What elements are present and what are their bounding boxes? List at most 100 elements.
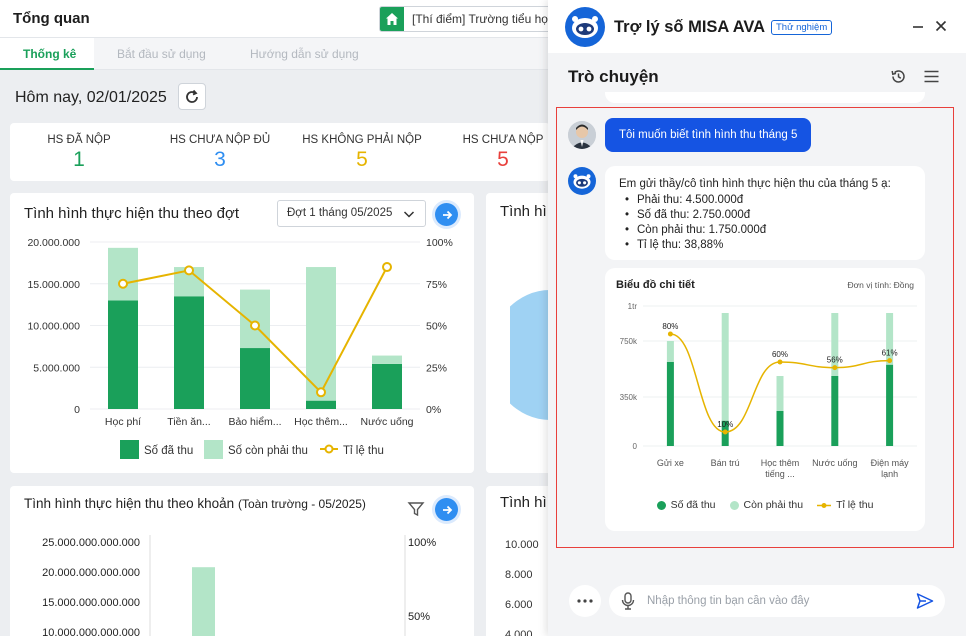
rate-point (382, 262, 392, 273)
legend-label: Còn phải thu (743, 499, 804, 511)
chart-unit: Đơn vị tính: Đồng (847, 280, 914, 290)
next-button[interactable] (435, 498, 458, 521)
school-selector[interactable]: [Thí điểm] Trường tiểu học (379, 6, 579, 32)
stat-value: 3 (214, 148, 226, 171)
history-icon (890, 69, 905, 83)
next-button[interactable] (435, 203, 458, 226)
bot-avatar-icon (568, 167, 596, 195)
legend-item: Tỉ lệ thu (817, 499, 873, 511)
conversation-title: Trò chuyện (568, 67, 659, 86)
bar-collected (174, 296, 204, 409)
legend-label: Tỉ lệ thu (836, 499, 874, 511)
bar-remaining (306, 267, 336, 401)
y-tick-label: 5.000.000 (33, 362, 80, 374)
data-label: 56% (827, 356, 843, 365)
y-tick-label: 1tr (628, 302, 638, 311)
stat-label: HS KHÔNG PHẢI NỘP (302, 134, 422, 146)
collection-by-period-chart: 20.000.000 15.000.000 10.000.000 5.000.000 0… (27, 237, 453, 459)
rate-point (316, 387, 326, 398)
chart-title: Biểu đồ chi tiết (616, 279, 695, 291)
bar-collected (776, 411, 784, 446)
collection-by-item-chart: 25.000.000.000.000 20.000.000.000.000 15.0… (42, 535, 436, 636)
page-title: Tổng quan (13, 10, 90, 27)
y-tick-label: 15.000.000.000.000 (42, 597, 140, 609)
x-tick-label: lạnh (881, 469, 898, 479)
stat-paid: HS ĐÃ NỘP 1 (14, 134, 144, 172)
data-label: 60% (772, 350, 788, 359)
bar-collected (108, 300, 138, 409)
list-item: Tỉ lệ thu: 38,88% (619, 238, 911, 253)
filter-icon[interactable] (407, 500, 425, 518)
more-options-button[interactable] (569, 585, 601, 617)
home-icon (380, 7, 404, 31)
assistant-header: Trợ lý số MISA AVA Thử nghiệm (548, 0, 966, 53)
x-tick-label: Bảo hiểm... (228, 416, 281, 428)
chevron-down-icon (403, 211, 415, 218)
bot-summary-list: Phải thu: 4.500.000đ Số đã thu: 2.750.00… (619, 193, 911, 253)
conversation-header: Trò chuyện (548, 53, 966, 99)
stats-row: HS ĐÃ NỘP 1 HS CHƯA NỘP ĐỦ 3 HS KHÔNG PH… (10, 123, 550, 181)
x-tick-label: Học thêm (761, 458, 800, 468)
data-label: 80% (662, 322, 678, 331)
legend-point (324, 444, 334, 454)
x-tick-label: Tiền ăn... (167, 416, 210, 428)
bar-collected (666, 362, 674, 446)
y-tick-label: 15.000.000 (27, 279, 80, 291)
y-tick-label: 10.000.000 (27, 321, 80, 333)
pie-chart-partial (510, 290, 550, 420)
card-title: Tình hình thực hiện thu theo đợt (24, 205, 240, 222)
tab-user-guide[interactable]: Hướng dẫn sử dụng (250, 47, 359, 61)
y2-tick-label: 25% (426, 362, 447, 374)
assistant-panel: Trợ lý số MISA AVA Thử nghiệm Trò chuyện… (548, 0, 966, 636)
data-label: 61% (882, 349, 898, 358)
chart-legend: Số đã thu Còn phải thu Tỉ lệ thu (605, 499, 925, 511)
microphone-icon[interactable] (621, 592, 635, 610)
legend-label: Tỉ lệ thu (343, 445, 384, 457)
period-dropdown[interactable]: Đợt 1 tháng 05/2025 (277, 200, 426, 227)
arrow-right-icon (442, 210, 452, 219)
close-icon (935, 20, 947, 32)
y-tick-label: 10.000.000.000.000 (42, 627, 140, 636)
x-tick-label: Nước uống (360, 416, 413, 428)
history-button[interactable] (889, 67, 907, 85)
card-title: Tình hình thực hiện thu theo khoản (Toàn… (24, 496, 366, 511)
stat-value: 5 (497, 148, 509, 171)
y-tick-label: 750k (620, 337, 638, 346)
stat-value: 5 (356, 148, 368, 171)
stat-not-required: HS KHÔNG PHẢI NỘP 5 (297, 134, 427, 172)
user-message: Tôi muốn biết tình hình thu tháng 5 (605, 118, 812, 152)
card-title-text: Tình hình thực hiện thu theo khoản (24, 496, 235, 511)
tick-label: 10.000 (505, 539, 539, 551)
send-icon[interactable] (916, 592, 934, 610)
highlight-box (556, 107, 954, 548)
rate-point (184, 265, 194, 276)
message-input-box (609, 585, 945, 617)
menu-button[interactable] (922, 67, 940, 85)
tab-statistics[interactable]: Thống kê (23, 47, 77, 61)
stat-not-fully-paid: HS CHƯA NỘP ĐỦ 3 (155, 134, 285, 172)
assistant-title: Trợ lý số MISA AVA (614, 18, 766, 36)
period-dropdown-value: Đợt 1 tháng 05/2025 (287, 207, 393, 219)
stat-label: HS ĐÃ NỘP (47, 134, 111, 146)
bar-remaining (192, 567, 215, 636)
refresh-button[interactable] (178, 83, 206, 110)
minimize-button[interactable] (909, 17, 927, 35)
y2-tick-label: 100% (408, 537, 436, 549)
bar-collected (886, 364, 894, 446)
previous-message-bubble (605, 92, 925, 103)
y-tick-label: 0 (74, 404, 80, 416)
refresh-icon (186, 89, 198, 103)
tab-getting-started[interactable]: Bắt đầu sử dụng (117, 47, 206, 61)
bar-remaining (372, 355, 402, 364)
legend-item: Còn phải thu (729, 499, 804, 511)
rate-point (722, 429, 728, 435)
collection-by-item-card (10, 486, 474, 636)
x-tick-label: Điện máy (871, 458, 910, 468)
y2-tick-label: 50% (408, 611, 430, 623)
close-button[interactable] (932, 17, 950, 35)
arrow-right-icon (442, 505, 452, 514)
y2-tick-label: 50% (426, 321, 447, 333)
message-input[interactable] (647, 591, 897, 611)
